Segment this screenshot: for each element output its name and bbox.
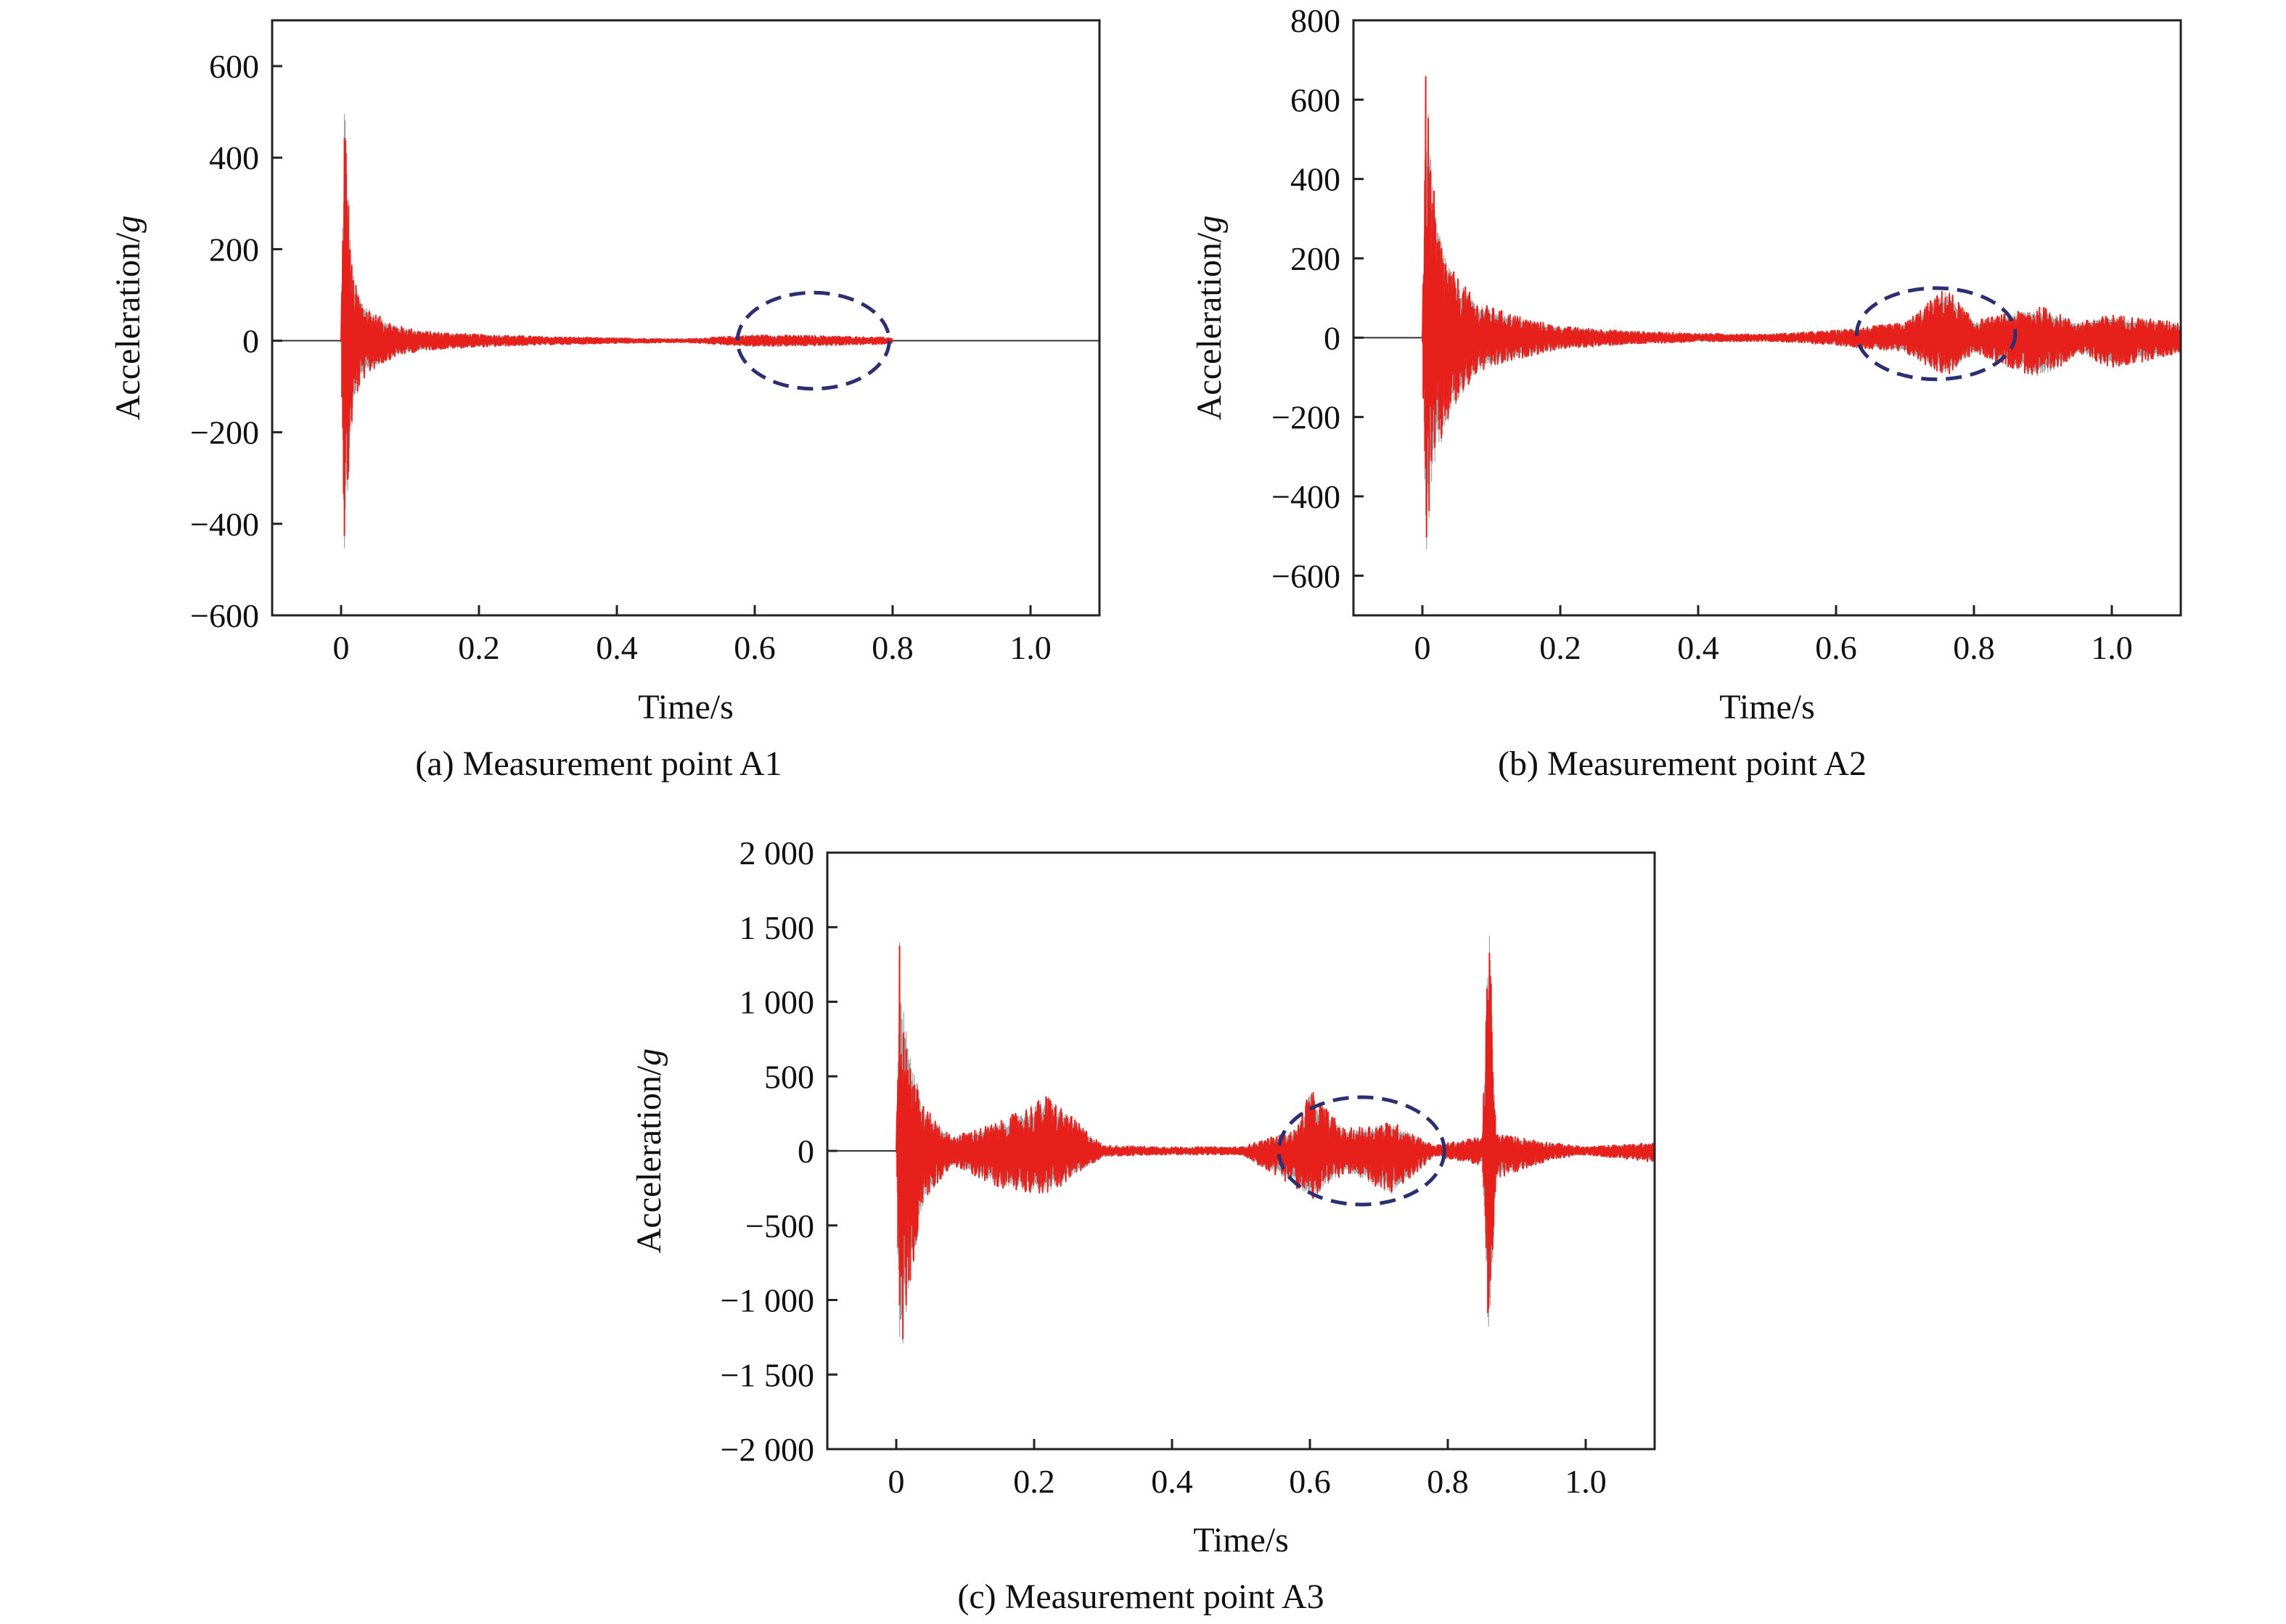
panel-a-ylabel-text: Acceleration/ <box>109 232 147 420</box>
panel-a-series-0-shadow-trace <box>340 114 893 549</box>
panel-c-ylabel: Acceleration/g <box>630 1049 668 1254</box>
panel-b-ticks: 0 0.2 0.4 0.6 0.8 1.0 −600 −400 −200 0 200 400 600 80… <box>1271 2 2133 666</box>
panel-c-xtick-label-5: 1.0 <box>1565 1463 1607 1500</box>
panel-a-xlabel: Time/s <box>638 688 734 726</box>
panel-c-ytick-label-0: −2 000 <box>721 1431 814 1468</box>
panel-b-ytick-label-6: 600 <box>1290 81 1340 118</box>
panel-c-ytick-label-2: −1 000 <box>721 1282 814 1319</box>
panel-b-xtick-label-4: 0.8 <box>1953 629 1995 666</box>
panel-c-ytick-label-1: −1 500 <box>721 1356 814 1393</box>
panel-b-ylabel-text: Acceleration/ <box>1190 232 1229 420</box>
panel-c-xlabel: Time/s <box>1193 1521 1289 1559</box>
panel-a-ytick-label-0: −600 <box>190 597 259 634</box>
panel-a-xtick-label-3: 0.6 <box>734 629 776 666</box>
panel-a: 0 0.2 0.4 0.6 0.8 1.0 −600 −400 −200 0 200 400 600 T… <box>109 19 1101 783</box>
panel-a-series-0-trace <box>340 137 893 536</box>
panel-c-xtick-label-1: 0.2 <box>1013 1463 1055 1500</box>
panel-b-ytick-label-0: −600 <box>1271 557 1340 594</box>
panel-c-ticks: 0 0.2 0.4 0.6 0.8 1.0 −2 000 −1 500 −1 000 −500 0 5… <box>721 834 1607 1500</box>
panel-c-series-0-trace <box>896 946 1655 1340</box>
panel-c-ytick-label-5: 500 <box>764 1058 814 1095</box>
panel-a-ytick-label-1: −400 <box>190 506 259 543</box>
panel-a-ytick-label-6: 600 <box>209 48 259 85</box>
panel-b-ytick-label-1: −400 <box>1271 478 1340 515</box>
panel-c-ytick-label-6: 1 000 <box>740 984 815 1021</box>
panel-a-xtick-label-1: 0.2 <box>458 629 500 666</box>
panel-b-ytick-label-4: 200 <box>1290 240 1340 277</box>
panel-c-ylabel-text: Acceleration/ <box>630 1065 668 1253</box>
panel-b-ytick-label-7: 800 <box>1290 2 1340 39</box>
panel-b-xlabel: Time/s <box>1719 688 1815 726</box>
panel-b-xtick-label-1: 0.2 <box>1539 629 1581 666</box>
panel-b-xtick-label-3: 0.6 <box>1815 629 1857 666</box>
panel-a-ytick-label-2: −200 <box>190 414 259 451</box>
panel-c-xtick-label-3: 0.6 <box>1289 1463 1331 1500</box>
panel-a-xtick-label-5: 1.0 <box>1009 629 1052 666</box>
panel-b-ytick-label-2: −200 <box>1271 399 1340 436</box>
panel-b-ytick-label-3: 0 <box>1324 319 1340 356</box>
panel-c-annotation-ellipse-0 <box>1277 1095 1446 1207</box>
panel-b-ytick-label-5: 400 <box>1290 161 1340 198</box>
panel-a-annotation-ellipse-0 <box>735 290 891 391</box>
panel-c-xtick-label-4: 0.8 <box>1427 1463 1469 1500</box>
panel-a-ylabel-unit: g <box>109 216 147 233</box>
panel-a-ytick-label-3: 0 <box>242 323 259 360</box>
panel-b-ylabel: Acceleration/g <box>1190 216 1229 421</box>
panel-c-ytick-label-4: 0 <box>798 1133 814 1170</box>
panel-a-frame <box>271 19 1101 617</box>
panel-a-ticks: 0 0.2 0.4 0.6 0.8 1.0 −600 −400 −200 0 200 400 600 <box>190 48 1052 666</box>
panel-a-plot-area <box>272 114 1099 549</box>
panel-b-ylabel-unit: g <box>1190 216 1229 233</box>
panel-c-plot-area <box>827 935 1655 1344</box>
panel-c-xtick-label-0: 0 <box>888 1463 905 1500</box>
panel-b-xtick-label-2: 0.4 <box>1677 629 1719 666</box>
panel-b-plot-area <box>1353 75 2181 550</box>
panel-c-caption: (c) Measurement point A3 <box>957 1578 1324 1616</box>
panel-c: 0 0.2 0.4 0.6 0.8 1.0 −2 000 −1 500 −1 000 −500 0 5… <box>630 834 1656 1616</box>
panel-b-annotation-ellipse-0 <box>1855 286 2017 382</box>
panel-a-xtick-label-4: 0.8 <box>872 629 914 666</box>
panel-a-ylabel: Acceleration/g <box>109 216 147 421</box>
panel-c-ytick-label-3: −500 <box>745 1207 814 1244</box>
panel-b-series-0-shadow-trace <box>1422 75 2181 550</box>
panel-c-ytick-label-8: 2 000 <box>740 834 815 872</box>
panel-b-xtick-label-0: 0 <box>1414 629 1431 666</box>
panel-c-ytick-label-7: 1 500 <box>740 909 815 946</box>
panel-a-caption: (a) Measurement point A1 <box>415 745 782 783</box>
panel-a-ytick-label-4: 200 <box>209 231 259 268</box>
panel-a-ytick-label-5: 400 <box>209 139 259 176</box>
panel-c-xtick-label-2: 0.4 <box>1151 1463 1193 1500</box>
panel-c-ylabel-unit: g <box>630 1049 668 1066</box>
panel-b-xtick-label-5: 1.0 <box>2091 629 2133 666</box>
panel-b-frame <box>1352 19 2182 617</box>
panel-a-xtick-label-0: 0 <box>333 629 350 666</box>
panel-b-caption: (b) Measurement point A2 <box>1498 745 1867 783</box>
panel-b: 0 0.2 0.4 0.6 0.8 1.0 −600 −400 −200 0 200 400 600 80… <box>1190 2 2182 783</box>
panel-b-series-0-trace <box>1422 76 2181 538</box>
panel-a-xtick-label-2: 0.4 <box>596 629 638 666</box>
